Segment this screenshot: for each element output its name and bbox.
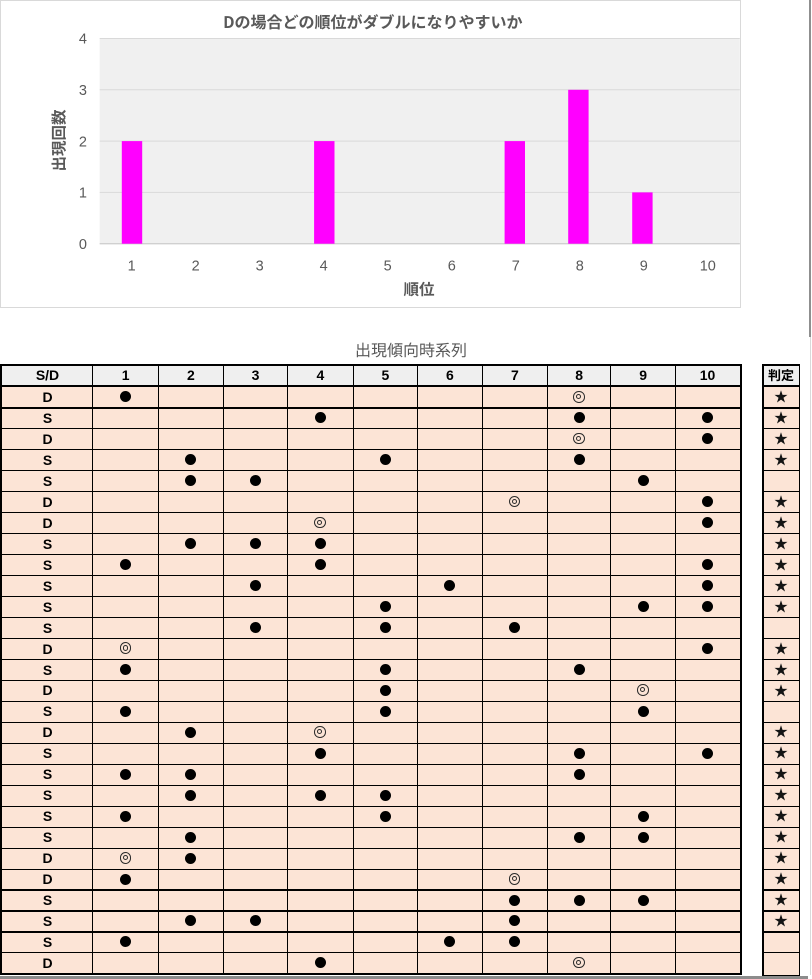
svg-text:2: 2	[79, 134, 87, 150]
svg-text:2: 2	[192, 259, 200, 275]
svg-text:0: 0	[79, 237, 87, 253]
svg-text:1: 1	[79, 186, 87, 202]
svg-text:8: 8	[576, 259, 584, 275]
svg-text:4: 4	[320, 259, 328, 275]
svg-text:9: 9	[640, 259, 648, 275]
svg-text:6: 6	[448, 259, 456, 275]
svg-text:4: 4	[79, 32, 87, 48]
svg-text:5: 5	[384, 259, 392, 275]
svg-text:3: 3	[79, 83, 87, 99]
svg-text:10: 10	[700, 259, 716, 275]
svg-text:1: 1	[128, 259, 136, 275]
svg-text:7: 7	[512, 259, 520, 275]
svg-text:3: 3	[256, 259, 264, 275]
